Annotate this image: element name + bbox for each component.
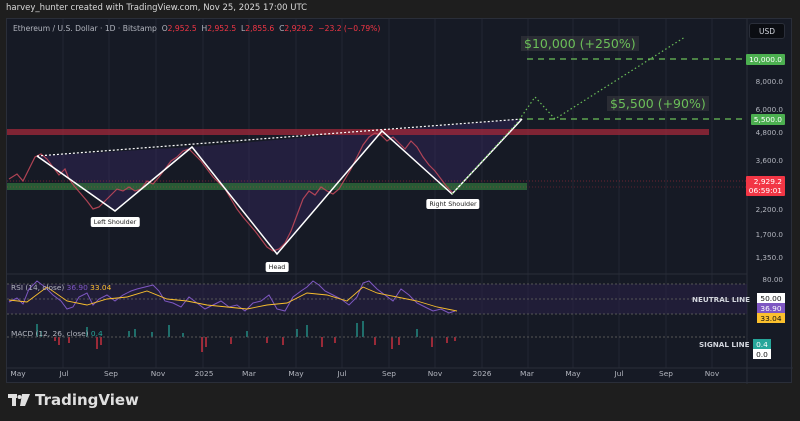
chart-credit: harvey_hunter created with TradingView.c… — [6, 3, 308, 13]
price-tick: 1,350.0 — [755, 253, 783, 262]
last-price: 2,929.2 — [753, 177, 782, 186]
target-10000-label: $10,000 (+250%) — [521, 36, 639, 51]
symbol-title: Ethereum / U.S. Dollar · 1D · Bitstamp — [13, 24, 157, 33]
currency-button[interactable]: USD — [749, 23, 785, 39]
high-value: 2,952.5 — [207, 24, 237, 33]
head-label: Head — [265, 262, 289, 272]
rsi-neutral-tag: 50.00 — [757, 293, 785, 303]
rsi-value: 36.90 — [66, 283, 88, 292]
chart-canvas[interactable] — [7, 19, 793, 384]
price-tick: 8,000.0 — [755, 77, 783, 86]
symbol-legend: Ethereum / U.S. Dollar · 1D · Bitstamp O… — [13, 24, 381, 33]
last-price-tag: 2,929.2 06:59:01 — [745, 176, 785, 196]
macd-zero-tag: 0.0 — [753, 349, 771, 359]
macd-value: 0.4 — [90, 329, 103, 338]
rsi-ma-value: 33.04 — [90, 283, 112, 292]
tradingview-logo: TradingView — [8, 391, 139, 409]
left-shoulder-label: Left Shoulder — [90, 217, 140, 227]
bar-countdown: 06:59:01 — [748, 186, 782, 195]
price-tick: 6,000.0 — [755, 105, 783, 114]
price-tick: 2,200.0 — [755, 205, 783, 214]
price-tag-10000: 10,000.0 — [746, 54, 785, 65]
signal-line-label: SIGNAL LINE — [699, 340, 750, 349]
price-tick: 3,600.0 — [755, 156, 783, 165]
price-tag-5500: 5,500.0 — [750, 114, 785, 125]
rsi-top-tick: 80.00 — [762, 275, 783, 284]
rsi-legend: RSI (14, close) 36.90 33.04 — [11, 283, 112, 292]
tradingview-logo-icon — [8, 394, 30, 406]
macd-value-tag: 0.4 — [753, 339, 771, 349]
target-5500-label: $5,500 (+90%) — [607, 96, 709, 111]
rsi-ma-tag: 33.04 — [757, 313, 785, 323]
neutral-line-label: NEUTRAL LINE — [692, 295, 751, 304]
close-value: 2,929.2 — [284, 24, 314, 33]
open-value: 2,952.5 — [167, 24, 197, 33]
right-shoulder-label: Right Shoulder — [426, 199, 480, 209]
brand-name: TradingView — [35, 391, 139, 409]
chart-frame[interactable]: Ethereum / U.S. Dollar · 1D · Bitstamp O… — [6, 18, 793, 384]
low-value: 2,855.6 — [245, 24, 275, 33]
rsi-value-tag: 36.90 — [757, 303, 785, 313]
macd-legend: MACD (12, 26, close) 0.4 — [11, 329, 103, 338]
price-tick: 1,700.0 — [755, 230, 783, 239]
change-value: −23.2 (−0.79%) — [318, 24, 381, 33]
price-tick: 4,800.0 — [755, 128, 783, 137]
time-axis[interactable]: May Jul Sep Nov 2025 Mar May Jul Sep Nov… — [10, 369, 720, 378]
